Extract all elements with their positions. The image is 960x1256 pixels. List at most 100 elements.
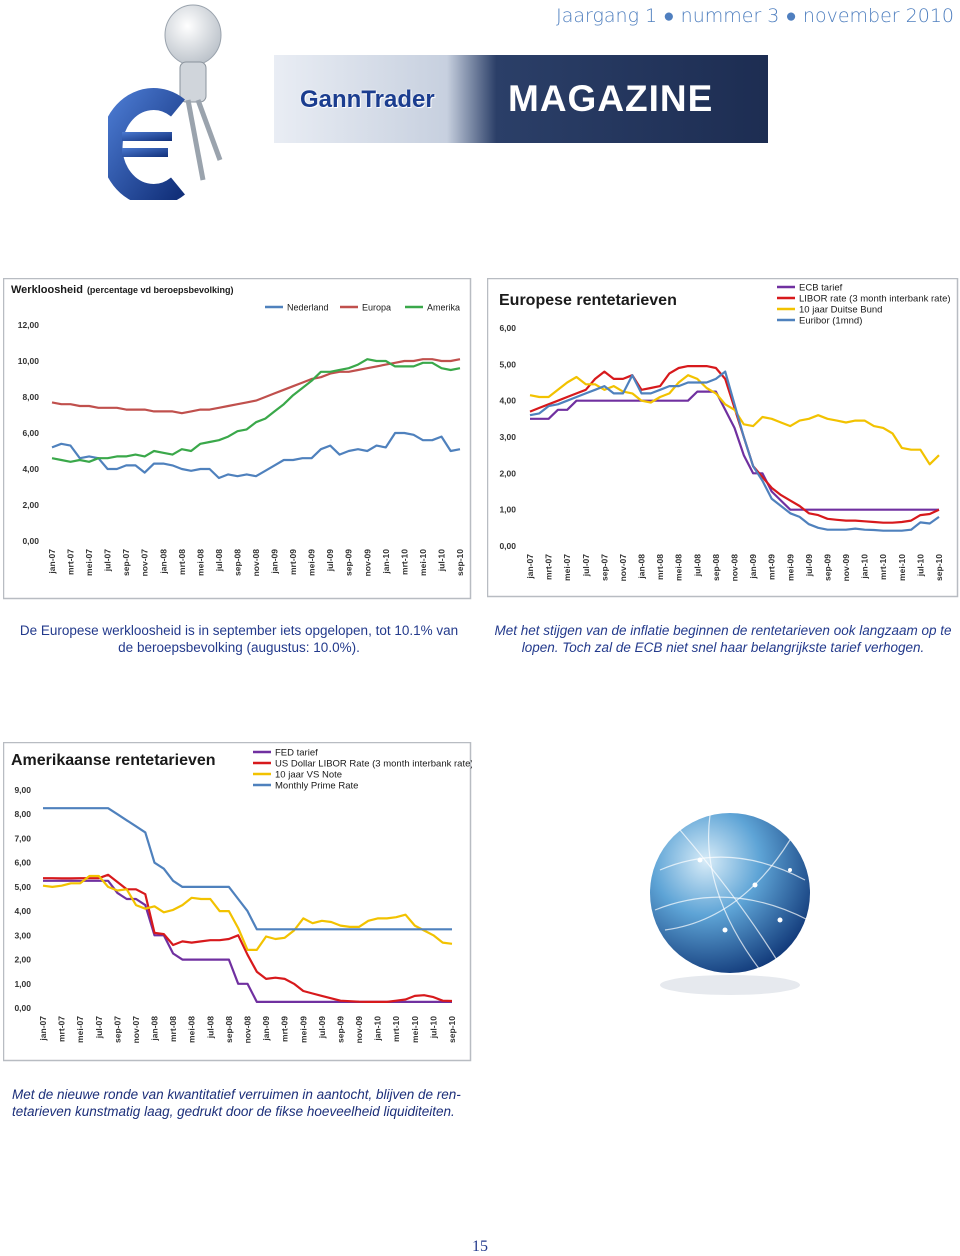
y-tick-label: 2,00 <box>22 500 39 510</box>
x-tick-label: mei-10 <box>897 554 907 581</box>
x-tick-label: mrt-09 <box>280 1016 290 1042</box>
y-tick-label: 6,00 <box>499 323 516 333</box>
page-number: 15 <box>472 1238 488 1255</box>
chart-title: Europese rentetarieven <box>499 292 677 309</box>
x-tick-label: nov-07 <box>131 1016 141 1044</box>
x-tick-label: nov-09 <box>354 1016 364 1044</box>
y-tick-label: 8,00 <box>14 809 31 819</box>
caption: Met de nieuwe ronde van kwantitatief ver… <box>12 1087 461 1119</box>
x-tick-label: sep-07 <box>112 1016 122 1043</box>
y-tick-label: 6,00 <box>14 858 31 868</box>
line-series <box>529 370 940 532</box>
x-tick-label: jan-09 <box>748 554 758 580</box>
x-tick-label: nov-09 <box>841 554 851 582</box>
x-tick-label: nov-09 <box>362 549 372 577</box>
legend-label: LIBOR rate (3 month interbank rate) <box>799 294 951 305</box>
chart: Werkloosheid (percentage vd beroepsbevolk… <box>3 278 472 600</box>
x-tick-label: mei-08 <box>187 1016 197 1043</box>
y-tick-label: 5,00 <box>14 882 31 892</box>
banner <box>274 55 768 143</box>
x-tick-label: sep-10 <box>934 554 944 581</box>
caption: De Europese werkloosheid is in september… <box>19 623 459 655</box>
globe <box>650 813 810 995</box>
x-tick-label: mrt-10 <box>391 1016 401 1042</box>
x-tick-label: jan-07 <box>38 1016 48 1042</box>
caption: Met het stijgen van de inflatie beginnen… <box>494 623 952 655</box>
y-tick-label: 1,00 <box>499 505 516 515</box>
y-tick-label: 7,00 <box>14 833 31 843</box>
legend-label: Euribor (1mnd) <box>799 316 862 327</box>
x-tick-label: sep-09 <box>822 554 832 581</box>
x-tick-label: jul-10 <box>436 549 446 572</box>
x-tick-label: mei-09 <box>785 554 795 581</box>
legend-label: Amerika <box>427 303 460 313</box>
line-series <box>43 807 452 931</box>
x-tick-label: mrt-10 <box>399 549 409 575</box>
x-tick-label: jan-10 <box>860 554 870 580</box>
x-tick-label: jan-08 <box>158 549 168 575</box>
legend-label: Europa <box>362 303 391 313</box>
x-tick-label: jul-08 <box>692 554 702 577</box>
y-tick-label: 2,00 <box>499 468 516 478</box>
x-tick-label: jul-07 <box>581 554 591 577</box>
x-tick-label: mrt-08 <box>177 549 187 575</box>
x-tick-label: mrt-07 <box>544 554 554 580</box>
x-tick-label: sep-07 <box>599 554 609 581</box>
x-tick-label: nov-08 <box>243 1016 253 1044</box>
x-tick-label: jan-08 <box>637 554 647 580</box>
y-tick-label: 4,00 <box>14 906 31 916</box>
chart-title: Amerikaanse rentetarieven <box>11 752 216 769</box>
legend-label: Nederland <box>287 303 329 313</box>
y-tick-label: 2,00 <box>14 955 31 965</box>
y-tick-label: 3,00 <box>14 930 31 940</box>
y-tick-label: 8,00 <box>22 392 39 402</box>
legend-label: US Dollar LIBOR Rate (3 month interbank … <box>275 759 472 770</box>
x-tick-label: nov-08 <box>251 549 261 577</box>
y-tick-label: 10,00 <box>18 356 40 366</box>
x-tick-label: jul-10 <box>915 554 925 577</box>
x-tick-label: jul-07 <box>103 549 113 572</box>
y-tick-label: 9,00 <box>14 785 31 795</box>
x-tick-label: mrt-07 <box>57 1016 67 1042</box>
x-tick-label: nov-07 <box>618 554 628 582</box>
x-tick-label: sep-09 <box>344 549 354 576</box>
x-tick-label: jan-07 <box>47 549 57 575</box>
x-tick-label: jul-09 <box>804 554 814 577</box>
x-tick-label: sep-10 <box>455 549 465 576</box>
chart-subtitle: (percentage vd beroepsbevolking) <box>87 285 234 295</box>
x-tick-label: sep-08 <box>224 1016 234 1043</box>
y-tick-label: 0,00 <box>22 536 39 546</box>
x-tick-label: jul-07 <box>94 1016 104 1039</box>
x-tick-label: jul-09 <box>317 1016 327 1039</box>
x-tick-label: mei-07 <box>75 1016 85 1043</box>
x-tick-label: sep-09 <box>335 1016 345 1043</box>
chart-frame <box>487 278 959 598</box>
line-series <box>43 873 453 1003</box>
line-series <box>529 374 940 466</box>
x-tick-label: mrt-09 <box>767 554 777 580</box>
y-tick-label: 4,00 <box>499 396 516 406</box>
y-tick-label: 1,00 <box>14 979 31 989</box>
x-tick-label: mrt-10 <box>878 554 888 580</box>
line-series <box>51 431 461 480</box>
chart-title: Werkloosheid <box>11 284 83 296</box>
x-tick-label: mei-09 <box>298 1016 308 1043</box>
magazine-title: MAGAZINE <box>508 78 714 119</box>
legend-label: FED tarief <box>275 748 318 759</box>
issue-line: Jaargang 1 ● nummer 3 ● november 2010 <box>556 5 954 27</box>
x-tick-label: mrt-07 <box>66 549 76 575</box>
x-tick-label: jan-09 <box>270 549 280 575</box>
y-tick-label: 4,00 <box>22 464 39 474</box>
x-tick-label: nov-08 <box>730 554 740 582</box>
x-tick-label: mei-09 <box>307 549 317 576</box>
y-tick-label: 0,00 <box>14 1003 31 1013</box>
legend-label: ECB tarief <box>799 283 843 294</box>
x-tick-label: jan-07 <box>525 554 535 580</box>
line-series <box>530 390 939 511</box>
x-tick-label: mei-10 <box>410 1016 420 1043</box>
x-tick-label: jul-10 <box>428 1016 438 1039</box>
x-tick-label: sep-10 <box>447 1016 457 1043</box>
line-series <box>42 874 453 951</box>
legend-label: 10 jaar Duitse Bund <box>799 305 882 316</box>
